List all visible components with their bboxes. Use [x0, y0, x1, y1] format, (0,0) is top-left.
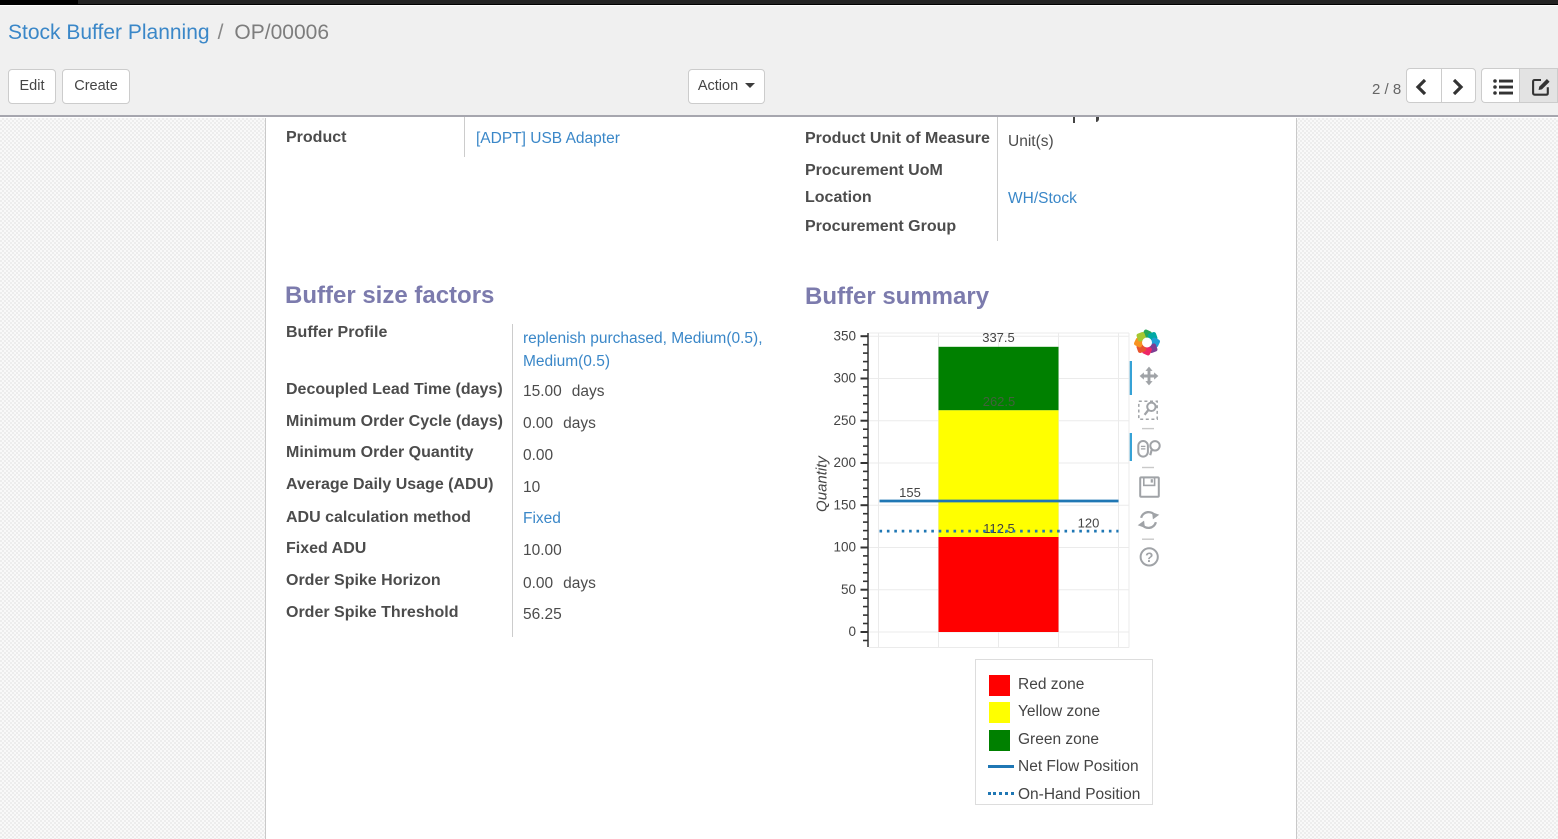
svg-text:112.5: 112.5: [983, 521, 1015, 536]
svg-text:?: ?: [1145, 550, 1153, 565]
svg-text:337.5: 337.5: [982, 330, 1015, 345]
svg-text:155: 155: [899, 485, 921, 500]
svg-text:150: 150: [833, 497, 856, 512]
svg-text:0: 0: [848, 624, 856, 639]
svg-text:Quantity: Quantity: [814, 455, 831, 512]
svg-text:100: 100: [833, 540, 856, 555]
svg-text:350: 350: [833, 328, 856, 343]
svg-text:262.5: 262.5: [983, 394, 1016, 409]
svg-text:300: 300: [833, 371, 856, 386]
svg-text:200: 200: [833, 455, 856, 470]
svg-text:250: 250: [833, 413, 856, 428]
svg-text:50: 50: [841, 582, 856, 597]
svg-text:120: 120: [1078, 516, 1100, 531]
